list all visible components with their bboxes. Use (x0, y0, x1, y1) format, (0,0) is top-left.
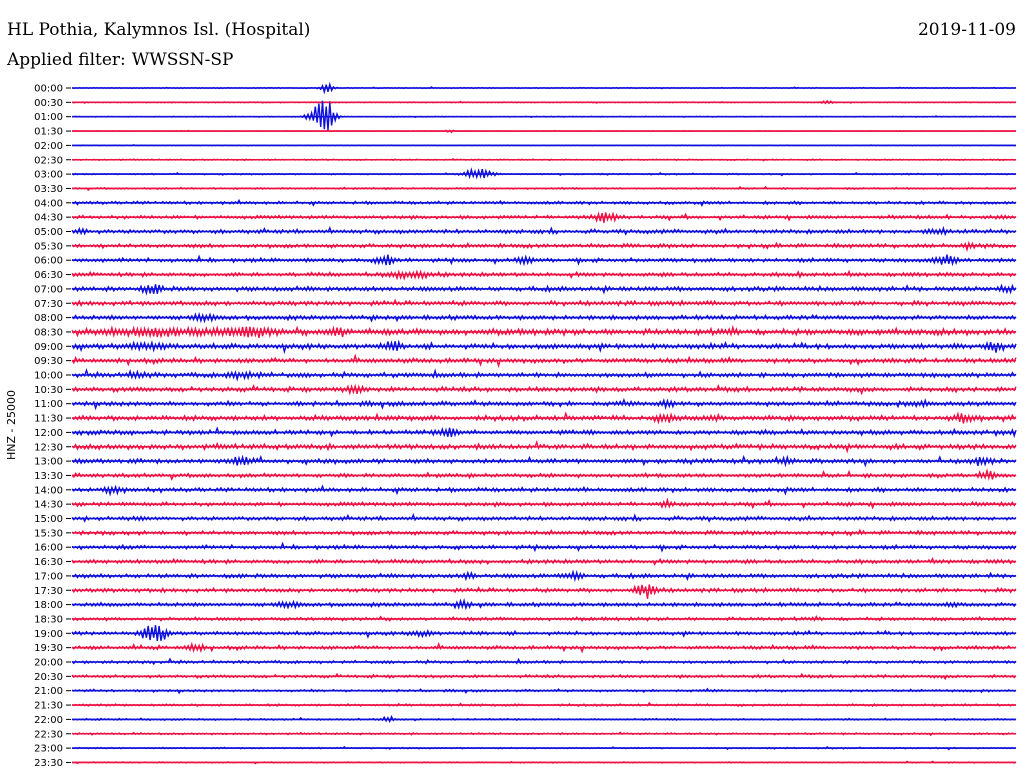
time-tick-label: 13:30 (34, 471, 63, 482)
time-tick-label: 03:30 (34, 184, 63, 195)
time-tick-label: 06:30 (34, 270, 63, 281)
trace-rows: 00:00 00:30 01:00 01:30 02:00 02:30 03:00 03:30… (34, 81, 1017, 769)
time-tick-label: 21:30 (34, 701, 63, 712)
time-tick-label: 09:00 (34, 342, 63, 353)
time-tick-label: 20:00 (34, 658, 63, 669)
time-tick-label: 17:00 (34, 571, 63, 582)
record-date: 2019-11-09 (917, 20, 1016, 40)
time-tick-label: 11:00 (34, 399, 63, 410)
time-tick-label: 02:00 (34, 141, 63, 152)
time-tick-label: 23:30 (34, 758, 63, 769)
time-tick-label: 03:00 (34, 170, 63, 181)
filter-info: Applied filter: WWSSN-SP (7, 50, 233, 70)
time-tick-label: 00:00 (34, 84, 63, 95)
time-tick-label: 14:00 (34, 485, 63, 496)
time-tick-label: 12:00 (34, 428, 63, 439)
time-tick-label: 22:00 (34, 715, 63, 726)
time-tick-label: 20:30 (34, 672, 63, 683)
time-tick-label: 06:00 (34, 256, 63, 267)
time-tick-label: 05:00 (34, 227, 63, 238)
time-tick-label: 14:30 (34, 500, 63, 511)
time-tick-label: 18:30 (34, 614, 63, 625)
time-tick-label: 01:30 (34, 127, 63, 138)
seismic-trace (71, 100, 1017, 131)
time-tick-label: 19:00 (34, 629, 63, 640)
time-tick-label: 07:30 (34, 299, 63, 310)
time-tick-label: 07:00 (34, 284, 63, 295)
time-tick-label: 16:30 (34, 557, 63, 568)
time-tick-label: 12:30 (34, 442, 63, 453)
time-tick-label: 04:00 (34, 198, 63, 209)
time-tick-label: 13:00 (34, 457, 63, 468)
time-tick-label: 11:30 (34, 414, 63, 425)
time-tick-label: 05:30 (34, 241, 63, 252)
time-tick-label: 15:00 (34, 514, 63, 525)
time-tick-label: 18:00 (34, 600, 63, 611)
seismic-trace (71, 324, 1017, 339)
time-tick-label: 23:00 (34, 744, 63, 755)
time-tick-label: 04:30 (34, 213, 63, 224)
time-tick-label: 22:30 (34, 729, 63, 740)
seismic-trace (71, 584, 1017, 599)
time-tick-label: 16:00 (34, 543, 63, 554)
filter-value: WWSSN-SP (131, 50, 234, 70)
time-tick-label: 17:30 (34, 586, 63, 597)
time-tick-label: 08:00 (34, 313, 63, 324)
station-title: HL Pothia, Kalymnos Isl. (Hospital) (7, 20, 311, 40)
time-tick-label: 00:30 (34, 98, 63, 109)
time-tick-label: 08:30 (34, 327, 63, 338)
filter-label: Applied filter: (7, 50, 126, 70)
time-tick-label: 09:30 (34, 356, 63, 367)
time-tick-label: 15:30 (34, 528, 63, 539)
time-tick-label: 02:30 (34, 155, 63, 166)
time-tick-label: 10:30 (34, 385, 63, 396)
time-tick-label: 01:00 (34, 112, 63, 123)
time-tick-label: 19:30 (34, 643, 63, 654)
time-tick-label: 10:00 (34, 371, 63, 382)
time-tick-label: 21:00 (34, 686, 63, 697)
